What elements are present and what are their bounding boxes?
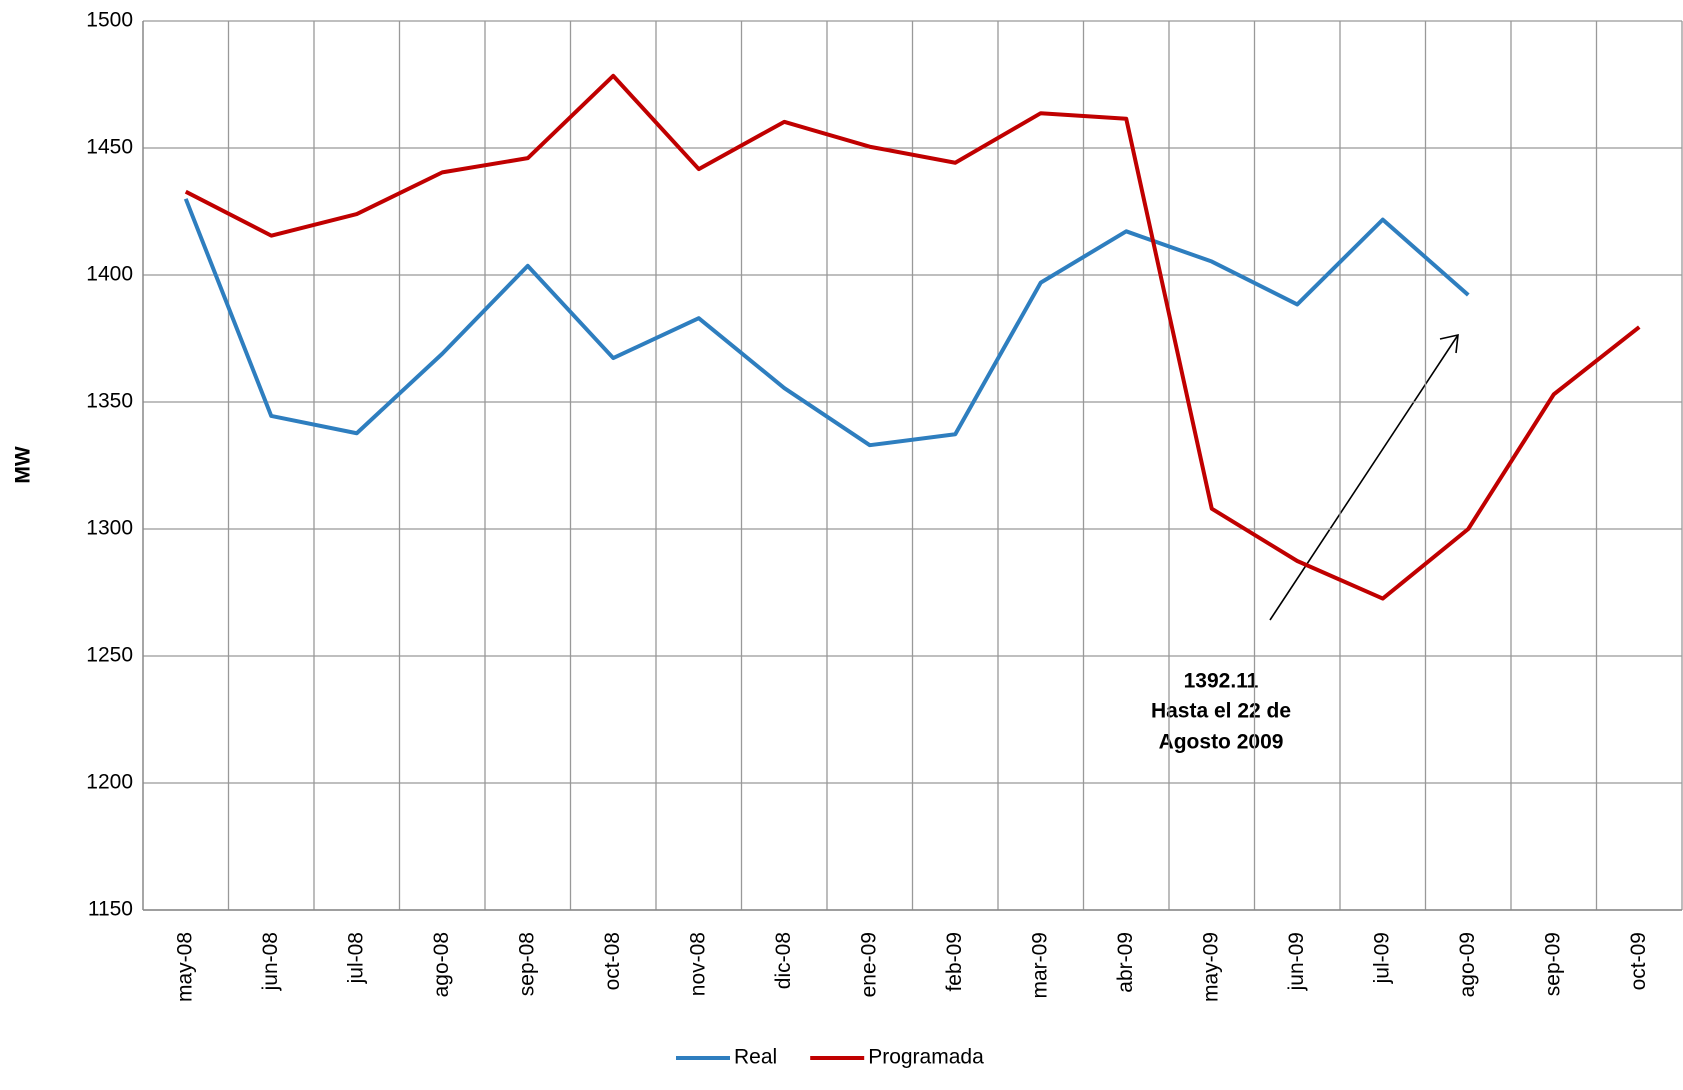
x-tick-label: ago-09 [1456, 932, 1479, 997]
y-axis-label: MW [12, 446, 35, 483]
series-line [184, 73, 1641, 601]
legend-label: Real [734, 1046, 777, 1069]
y-tick-label: 1450 [86, 136, 133, 159]
x-tick-label: jun-09 [1285, 932, 1308, 991]
x-tick-label: ago-08 [430, 932, 453, 997]
x-tick-label: may-08 [173, 932, 196, 1002]
y-tick-label: 1400 [86, 263, 133, 286]
legend-label: Programada [868, 1046, 984, 1069]
annotation-arrowhead [1439, 333, 1459, 354]
y-tick-label: 1200 [86, 771, 133, 794]
x-tick-label: mar-09 [1028, 932, 1051, 999]
y-tick-label: 1250 [86, 644, 133, 667]
annotation: Hasta el 22 de [1151, 700, 1291, 723]
x-tick-label: ene-09 [857, 932, 880, 997]
y-tick-label: 1150 [88, 898, 133, 921]
x-tick-label: abr-09 [1114, 932, 1137, 993]
x-tick-label: sep-09 [1541, 932, 1564, 996]
x-tick-label: sep-08 [515, 932, 538, 996]
x-tick-label: nov-08 [686, 932, 709, 996]
x-tick-label: may-09 [1199, 932, 1222, 1002]
x-tick-label: oct-09 [1627, 932, 1650, 990]
annotation-arrow [1269, 334, 1459, 621]
x-tick-label: oct-08 [601, 932, 624, 990]
annotation: Agosto 2009 [1159, 731, 1284, 754]
y-tick-label: 1500 [86, 9, 133, 32]
x-tick-label: jul-09 [1370, 932, 1393, 984]
y-tick-label: 1350 [86, 390, 133, 413]
x-tick-label: jul-08 [344, 932, 367, 984]
x-tick-label: dic-08 [772, 932, 795, 989]
y-tick-label: 1300 [86, 517, 133, 540]
series-line [183, 198, 1470, 448]
x-tick-label: jun-08 [259, 932, 282, 991]
annotation: 1392.11 [1184, 670, 1259, 693]
x-tick-label: feb-09 [943, 932, 966, 992]
